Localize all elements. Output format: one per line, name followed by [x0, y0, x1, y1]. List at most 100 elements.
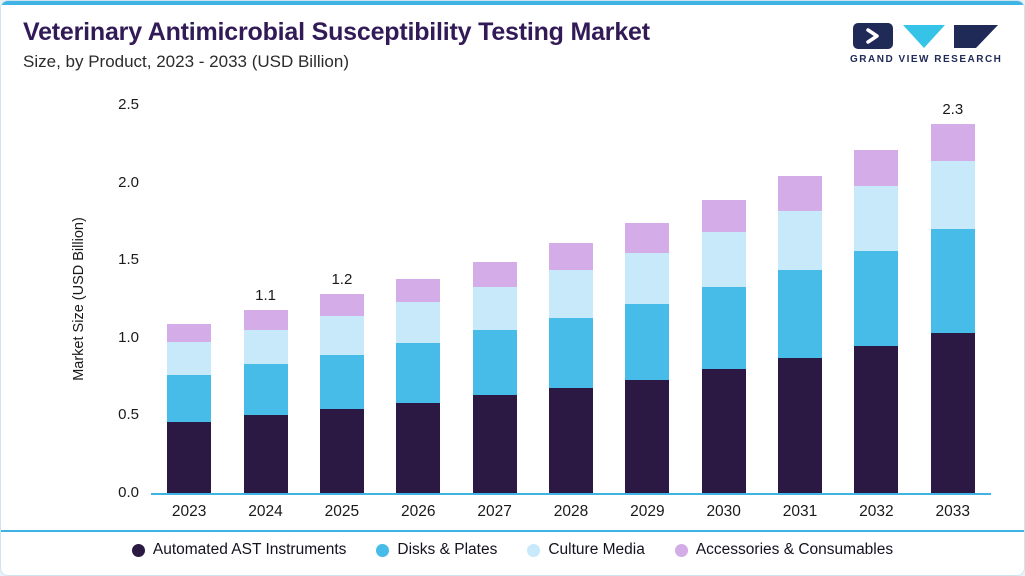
bar-segment-2030 — [701, 199, 746, 233]
legend-divider — [1, 530, 1024, 532]
bar-2030 — [701, 199, 746, 493]
brand-logo-text: GRAND VIEW RESEARCH — [850, 54, 1003, 65]
legend-swatch — [527, 543, 541, 557]
x-tick-2033: 2033 — [935, 503, 970, 520]
legend-label: Disks & Plates — [397, 541, 498, 558]
y-tick-0.0: 0.0 — [118, 484, 139, 501]
bar-2027 — [472, 261, 517, 493]
x-tick-2028: 2028 — [553, 503, 589, 520]
bar-2023 — [167, 323, 212, 493]
bar-2025: 1.2 — [319, 271, 364, 493]
plot-area: 1.1 1.2 2.3 — [151, 101, 991, 495]
bar-segment-2023 — [167, 375, 212, 422]
x-axis: 2023 2024 2025 2026 2027 2028 2029 2030 2031 2032… — [151, 503, 991, 521]
bar-segment-2026 — [396, 342, 441, 403]
y-axis: 0.0 0.5 1.0 1.5 2.0 2.5 — [93, 96, 139, 501]
bar-segment-2031 — [778, 176, 823, 211]
bar-segment-2030 — [701, 232, 746, 287]
bar-segment-2033 — [930, 229, 975, 334]
bar-segment-2026 — [396, 403, 441, 493]
bar-segment-2032 — [854, 185, 899, 251]
bar-segment-2024 — [243, 309, 288, 331]
x-tick-2032: 2032 — [859, 503, 894, 520]
bar-segment-2026 — [396, 278, 441, 303]
bar-segment-2024 — [243, 330, 288, 365]
bar-segment-2025 — [319, 294, 364, 317]
bar-segment-2030 — [701, 368, 746, 493]
bar-segment-2028 — [548, 243, 593, 270]
x-tick-2025: 2025 — [324, 503, 360, 520]
chart-header: Veterinary Antimicrobial Susceptibility … — [23, 17, 834, 72]
bar-segment-2033 — [930, 160, 975, 230]
y-tick-2.0: 2.0 — [118, 173, 139, 191]
bar-segment-2029 — [625, 223, 670, 253]
bar-segment-2028 — [548, 269, 593, 318]
x-tick-2023: 2023 — [171, 503, 207, 520]
legend-swatch — [131, 543, 145, 557]
legend-label: Culture Media — [548, 541, 645, 558]
bar-segment-2033 — [930, 123, 975, 161]
bar-value-label-2033: 2.3 — [942, 100, 964, 118]
bar-segment-2032 — [854, 150, 899, 186]
bar-2029 — [625, 223, 670, 493]
bar-segment-2028 — [548, 317, 593, 388]
bar-segment-2025 — [319, 409, 364, 493]
bar-segment-2033 — [930, 333, 975, 493]
bar-segment-2025 — [319, 316, 364, 355]
brand-logo-icon — [852, 23, 998, 49]
bar-segment-2029 — [625, 252, 670, 304]
y-tick-2.5: 2.5 — [118, 96, 139, 113]
top-accent-bar — [1, 1, 1024, 5]
legend-label: Accessories & Consumables — [695, 541, 894, 558]
legend-item: Culture Media — [527, 541, 645, 559]
bar-segment-2029 — [625, 303, 670, 380]
bar-segment-2023 — [167, 342, 212, 376]
bar-segment-2027 — [472, 261, 517, 287]
bar-2032 — [854, 150, 899, 493]
bar-value-label-2024: 1.1 — [255, 286, 276, 304]
legend-item: Accessories & Consumables — [674, 541, 894, 559]
bar-segment-2027 — [472, 395, 517, 493]
brand-logo: GRAND VIEW RESEARCH — [850, 21, 1003, 65]
y-tick-1.5: 1.5 — [118, 251, 139, 269]
page-subtitle: Size, by Product, 2023 - 2033 (USD Billi… — [23, 52, 349, 71]
x-tick-2024: 2024 — [248, 503, 283, 520]
bar-2031 — [778, 176, 823, 493]
bar-value-label-2025: 1.2 — [331, 271, 353, 289]
bar-2033: 2.3 — [930, 101, 975, 493]
bar-segment-2023 — [167, 421, 212, 493]
y-tick-1.0: 1.0 — [118, 328, 139, 346]
bar-segment-2031 — [778, 210, 823, 270]
bar-2024: 1.1 — [243, 287, 288, 493]
bar-segment-2024 — [243, 415, 288, 493]
legend-label: Automated AST Instruments — [152, 541, 347, 558]
bar-segment-2026 — [396, 302, 441, 343]
bar-segment-2024 — [243, 364, 288, 416]
y-axis-title: Market Size (USD Billion) — [71, 217, 87, 381]
x-tick-2029: 2029 — [630, 503, 665, 520]
bar-segment-2023 — [167, 323, 212, 343]
bar-segment-2025 — [319, 354, 364, 410]
legend: Automated AST Instruments Disks & Plates C… — [1, 538, 1024, 562]
page-title: Veterinary Antimicrobial Susceptibility … — [23, 18, 650, 46]
bar-2028 — [548, 243, 593, 493]
bar-segment-2028 — [548, 387, 593, 493]
legend-item: Automated AST Instruments — [131, 541, 347, 559]
bar-2026 — [396, 278, 441, 493]
bar-segment-2027 — [472, 330, 517, 396]
bar-segment-2031 — [778, 358, 823, 493]
legend-item: Disks & Plates — [376, 541, 497, 559]
legend-swatch — [376, 543, 390, 557]
bar-segment-2027 — [472, 286, 517, 331]
bar-segment-2029 — [625, 379, 670, 493]
legend-swatch — [674, 543, 688, 557]
x-tick-2026: 2026 — [401, 503, 436, 520]
bar-segment-2031 — [778, 269, 823, 358]
x-tick-2031: 2031 — [782, 503, 818, 520]
bar-segment-2030 — [701, 286, 746, 369]
bar-segment-2032 — [854, 250, 899, 346]
y-tick-0.5: 0.5 — [118, 406, 139, 424]
bar-segment-2032 — [854, 345, 899, 493]
x-tick-2030: 2030 — [706, 503, 741, 520]
